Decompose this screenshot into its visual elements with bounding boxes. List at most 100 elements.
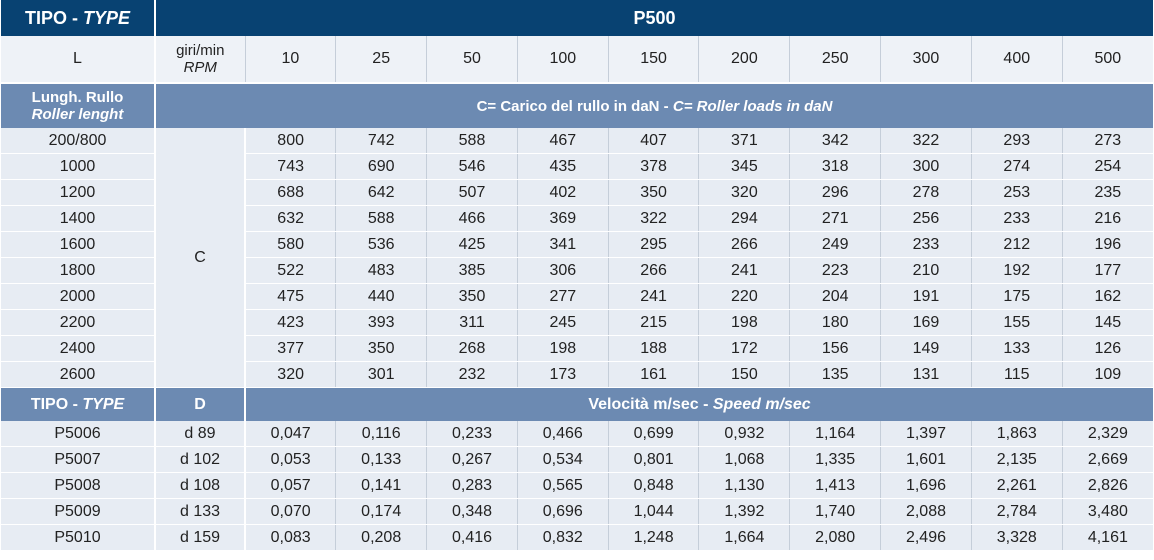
speed-section-header: TIPO - TYPE D Velocità m/sec - Speed m/sec — [1, 387, 1154, 421]
load-value: 196 — [1062, 231, 1154, 258]
roller-length: 2600 — [1, 361, 156, 388]
load-value: 588 — [335, 205, 428, 232]
rpm-value: 300 — [880, 36, 972, 84]
load-value: 223 — [789, 257, 882, 284]
speed-value: 2,784 — [971, 498, 1063, 525]
load-row: 2200 423 393 311 245 215 198 180 169 155 145 — [1, 309, 1154, 336]
load-value: 220 — [698, 283, 791, 310]
load-value: 145 — [1062, 309, 1154, 336]
load-section-header: Lungh. Rullo Roller lenght C= Carico del … — [1, 83, 1154, 128]
roller-length: 1800 — [1, 257, 156, 284]
load-value: 435 — [517, 153, 609, 180]
load-value: 241 — [608, 283, 700, 310]
speed-row: P5008 d 108 0,057 0,141 0,283 0,565 0,848 1,130… — [1, 472, 1154, 499]
roller-length: 1000 — [1, 153, 156, 180]
load-caption: C= Carico del rullo in daN - C= Roller l… — [155, 83, 1154, 128]
load-value: 233 — [971, 205, 1063, 232]
load-value: 180 — [789, 309, 882, 336]
speed-value: 0,070 — [245, 498, 337, 525]
speed-value: 1,601 — [880, 446, 972, 473]
load-value: 161 — [608, 361, 700, 388]
roller-type: P5008 — [1, 472, 156, 499]
speed-value: 2,261 — [971, 472, 1063, 499]
speed-value: 0,348 — [426, 498, 518, 525]
load-value: 131 — [880, 361, 972, 388]
load-row: 2400 377 350 268 198 188 172 156 149 133 126 — [1, 335, 1154, 362]
load-value: 155 — [971, 309, 1063, 336]
speed-value: 1,696 — [880, 472, 972, 499]
speed-value: 0,267 — [426, 446, 518, 473]
load-value: 212 — [971, 231, 1063, 258]
speed-value: 0,053 — [245, 446, 337, 473]
load-value: 198 — [517, 335, 609, 362]
speed-value: 2,080 — [789, 524, 882, 550]
load-value: 254 — [1062, 153, 1154, 180]
roller-length-label: Lungh. Rullo Roller lenght — [1, 83, 156, 128]
load-value: 350 — [426, 283, 518, 310]
load-value: 268 — [426, 335, 518, 362]
speed-value: 0,174 — [335, 498, 428, 525]
speed-value: 0,832 — [517, 524, 609, 550]
load-value: 407 — [608, 128, 700, 154]
speed-value: 0,233 — [426, 421, 518, 447]
load-value: 350 — [608, 179, 700, 206]
speed-value: 3,480 — [1062, 498, 1154, 525]
speed-value: 0,047 — [245, 421, 337, 447]
load-value: 688 — [245, 179, 337, 206]
speed-value: 1,397 — [880, 421, 972, 447]
load-value: 342 — [789, 128, 882, 154]
load-row: 1400 632 588 466 369 322 294 271 256 233 216 — [1, 205, 1154, 232]
load-row: 2600 320 301 232 173 161 150 135 131 115 109 — [1, 361, 1154, 388]
load-value: 135 — [789, 361, 882, 388]
c-label: C — [155, 128, 246, 388]
load-value: 475 — [245, 283, 337, 310]
load-value: 133 — [971, 335, 1063, 362]
speed-row: P5007 d 102 0,053 0,133 0,267 0,534 0,801 1,068… — [1, 446, 1154, 473]
diameter-header: D — [155, 387, 246, 421]
speed-value: 0,057 — [245, 472, 337, 499]
load-value: 483 — [335, 257, 428, 284]
load-value: 466 — [426, 205, 518, 232]
load-value: 156 — [789, 335, 882, 362]
load-value: 241 — [698, 257, 791, 284]
speed-value: 0,932 — [698, 421, 791, 447]
rpm-value: 250 — [789, 36, 882, 84]
load-value: 320 — [245, 361, 337, 388]
load-value: 172 — [698, 335, 791, 362]
speed-value: 1,413 — [789, 472, 882, 499]
roller-length: 2400 — [1, 335, 156, 362]
load-value: 175 — [971, 283, 1063, 310]
load-value: 425 — [426, 231, 518, 258]
load-value: 294 — [698, 205, 791, 232]
speed-value: 0,208 — [335, 524, 428, 550]
speed-value: 1,068 — [698, 446, 791, 473]
load-row: 1600 580 536 425 341 295 266 249 233 212 196 — [1, 231, 1154, 258]
load-value: 632 — [245, 205, 337, 232]
load-value: 256 — [880, 205, 972, 232]
load-value: 293 — [971, 128, 1063, 154]
load-value: 215 — [608, 309, 700, 336]
load-value: 385 — [426, 257, 518, 284]
speed-value: 0,534 — [517, 446, 609, 473]
speed-value: 3,328 — [971, 524, 1063, 550]
speed-row: P5006 d 89 0,047 0,116 0,233 0,466 0,699 0,932 1… — [1, 421, 1154, 447]
speed-value: 0,801 — [608, 446, 700, 473]
load-value: 546 — [426, 153, 518, 180]
load-value: 266 — [608, 257, 700, 284]
load-value: 277 — [517, 283, 609, 310]
rpm-value: 150 — [608, 36, 700, 84]
roller-type: P5010 — [1, 524, 156, 550]
load-value: 467 — [517, 128, 609, 154]
rpm-value: 10 — [245, 36, 337, 84]
load-value: 278 — [880, 179, 972, 206]
roller-diameter: d 89 — [155, 421, 246, 447]
speed-value: 0,696 — [517, 498, 609, 525]
speed-value: 4,161 — [1062, 524, 1154, 550]
roller-length: 1600 — [1, 231, 156, 258]
type-header: TIPO - TYPE — [1, 0, 156, 36]
speed-value: 0,133 — [335, 446, 428, 473]
rpm-value: 100 — [517, 36, 609, 84]
roller-length: 1200 — [1, 179, 156, 206]
rpm-header: giri/min RPM — [155, 36, 246, 84]
speed-value: 2,088 — [880, 498, 972, 525]
